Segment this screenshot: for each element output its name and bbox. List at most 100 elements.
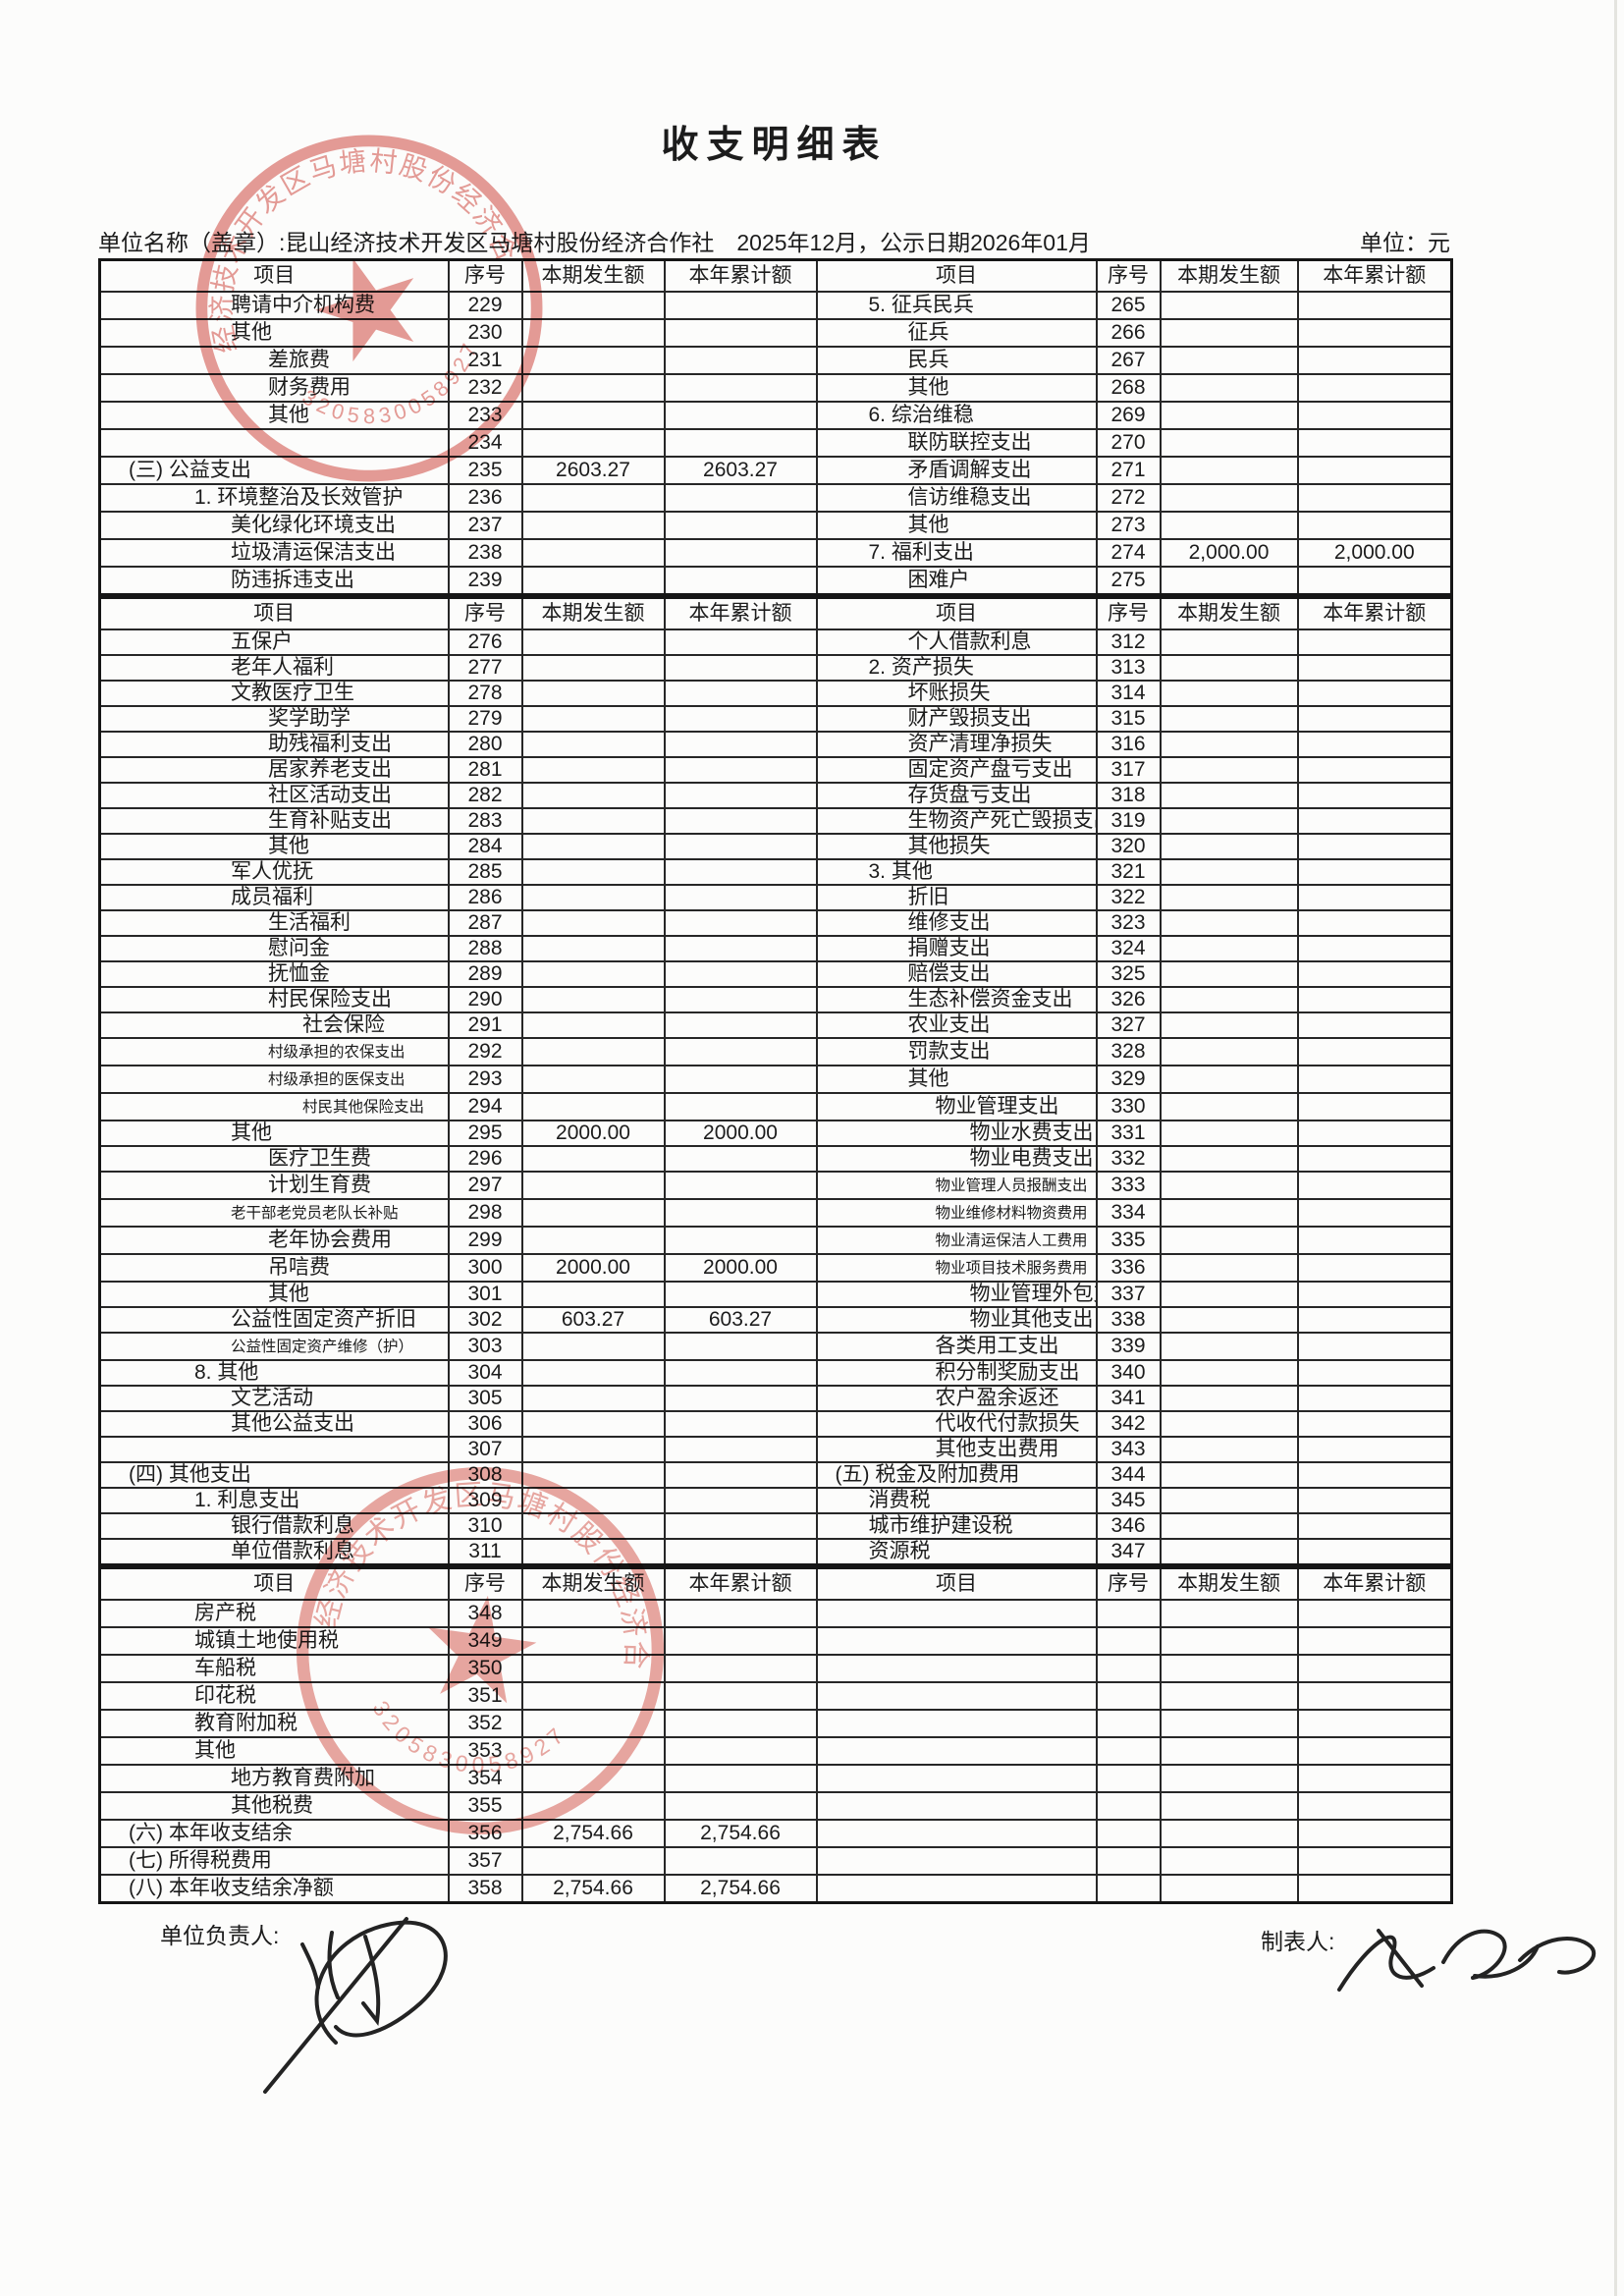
amount-cumulative-cell	[663, 1011, 818, 1039]
seq-cell: 328	[1095, 1037, 1162, 1066]
ledger-tables: 项目 序号 本期发生额 本年累计额 项目 序号 本期发生额 本年累计额 聘请中介机构费 229 5.…	[98, 258, 1453, 1904]
table-row: 财务费用 232 其他 268	[98, 373, 1453, 403]
item-label: (四) 其他支出	[129, 1463, 251, 1486]
amount-current-cell	[1159, 1487, 1299, 1514]
item-label: 军人优抚	[231, 860, 313, 883]
amount-current-cell	[1159, 1092, 1299, 1121]
seq-cell: 318	[1095, 782, 1162, 809]
item-cell: 差旅费	[98, 346, 450, 375]
amount-cumulative-cell: 2,000.00	[1296, 538, 1453, 568]
item-label: 其他	[268, 835, 309, 857]
table-row: 1. 利息支出 309 消费税 345	[98, 1487, 1453, 1514]
amount-cumulative-cell	[663, 807, 818, 835]
item-cell: 消费税	[815, 1487, 1098, 1514]
item-cell: 其他	[98, 833, 450, 860]
header-current: 本期发生额	[520, 258, 666, 293]
seq-cell	[1095, 1846, 1162, 1876]
table-row: 奖学助学 279 财产毁损支出 315	[98, 705, 1453, 733]
amount-cumulative-cell	[663, 1281, 818, 1308]
item-cell: 其他	[815, 511, 1098, 540]
seq-cell: 231	[447, 346, 523, 375]
table-row: 其他税费 355	[98, 1791, 1453, 1821]
seq-cell: 271	[1095, 456, 1162, 485]
item-cell: (七) 所得税费用	[98, 1846, 450, 1876]
amount-current-cell	[1159, 566, 1299, 596]
seq-cell: 237	[447, 511, 523, 540]
amount-current-cell	[1159, 1226, 1299, 1255]
item-cell	[815, 1819, 1098, 1848]
item-label: 坏账损失	[907, 682, 991, 704]
amount-current-cell	[520, 1037, 666, 1066]
item-cell: 罚款支出	[815, 1037, 1098, 1066]
amount-cumulative-cell	[663, 401, 818, 430]
item-label: 物业管理外包支出	[969, 1283, 1095, 1305]
item-cell: 防违拆违支出	[98, 566, 450, 596]
amount-cumulative-cell	[663, 1332, 818, 1361]
amount-cumulative-cell	[1296, 373, 1453, 403]
amount-current-cell	[1159, 654, 1299, 682]
item-label: 积分制奖励支出	[935, 1361, 1080, 1384]
item-cell: 村民保险支出	[98, 986, 450, 1013]
amount-current-cell	[1159, 1171, 1299, 1200]
seq-cell: 285	[447, 858, 523, 886]
amount-current-cell	[1159, 1332, 1299, 1361]
amount-cumulative-cell	[1296, 1281, 1453, 1308]
amount-cumulative-cell	[1296, 782, 1453, 809]
seq-cell	[1095, 1626, 1162, 1656]
seq-cell: 292	[447, 1037, 523, 1066]
seq-cell: 311	[447, 1538, 523, 1566]
seq-cell	[1095, 1874, 1162, 1904]
amount-current-cell	[1159, 807, 1299, 835]
amount-current-cell	[520, 909, 666, 937]
item-label: 财产毁损支出	[907, 707, 1032, 730]
seq-cell: 344	[1095, 1461, 1162, 1489]
item-label: 聘请中介机构费	[231, 294, 375, 316]
amount-cumulative-cell: 2,754.66	[663, 1874, 818, 1904]
item-cell: 文教医疗卫生	[98, 680, 450, 707]
item-label: 老年人福利	[231, 656, 334, 679]
seq-cell	[1095, 1654, 1162, 1683]
header-cumulative: 本年累计额	[663, 596, 818, 630]
item-label: 社区活动支出	[268, 784, 392, 806]
amount-current-cell	[1159, 401, 1299, 430]
amount-cumulative-cell	[663, 1846, 818, 1876]
amount-current-cell	[520, 1654, 666, 1683]
item-label: 物业水费支出	[969, 1121, 1094, 1144]
table-row: 聘请中介机构费 229 5. 征兵民兵 265	[98, 291, 1453, 320]
item-cell	[815, 1709, 1098, 1738]
header-cumulative: 本年累计额	[663, 258, 818, 293]
amount-cumulative-cell	[663, 782, 818, 809]
seq-cell: 299	[447, 1226, 523, 1255]
amount-cumulative-cell	[663, 1736, 818, 1766]
seq-cell: 317	[1095, 756, 1162, 784]
amount-cumulative-cell	[663, 1487, 818, 1514]
item-label: 存货盘亏支出	[907, 784, 1032, 806]
item-cell: 矛盾调解支出	[815, 456, 1098, 485]
item-cell: 物业管理人员报酬支出	[815, 1171, 1098, 1200]
header-row: 项目 序号 本期发生额 本年累计额 项目 序号 本期发生额 本年累计额	[98, 258, 1453, 293]
seq-cell: 274	[1095, 538, 1162, 568]
seq-cell: 325	[1095, 960, 1162, 988]
amount-current-cell	[520, 833, 666, 860]
amount-cumulative-cell	[663, 511, 818, 540]
header-seq: 序号	[447, 596, 523, 630]
seq-cell: 355	[447, 1791, 523, 1821]
amount-cumulative-cell	[663, 833, 818, 860]
amount-current-cell	[1159, 705, 1299, 733]
amount-cumulative-cell	[1296, 1037, 1453, 1066]
amount-current-cell	[520, 566, 666, 596]
page-title: 收支明细表	[661, 125, 888, 166]
item-cell: 信访维稳支出	[815, 483, 1098, 513]
item-cell: (五) 税金及附加费用	[815, 1461, 1098, 1489]
table-row: 城镇土地使用税 349	[98, 1626, 1453, 1656]
amount-cumulative-cell	[663, 884, 818, 911]
amount-cumulative-cell	[1296, 456, 1453, 485]
amount-cumulative-cell	[1296, 483, 1453, 513]
item-label: 矛盾调解支出	[907, 459, 1032, 481]
seq-cell: 300	[447, 1253, 523, 1283]
amount-current-cell	[1159, 1512, 1299, 1540]
item-label: 6. 综治维稳	[868, 404, 974, 426]
table-row: 其他公益支出 306 代收代付款损失 342	[98, 1410, 1453, 1438]
item-cell: 物业维修材料物资费用	[815, 1198, 1098, 1228]
header-current: 本期发生额	[1159, 258, 1299, 293]
